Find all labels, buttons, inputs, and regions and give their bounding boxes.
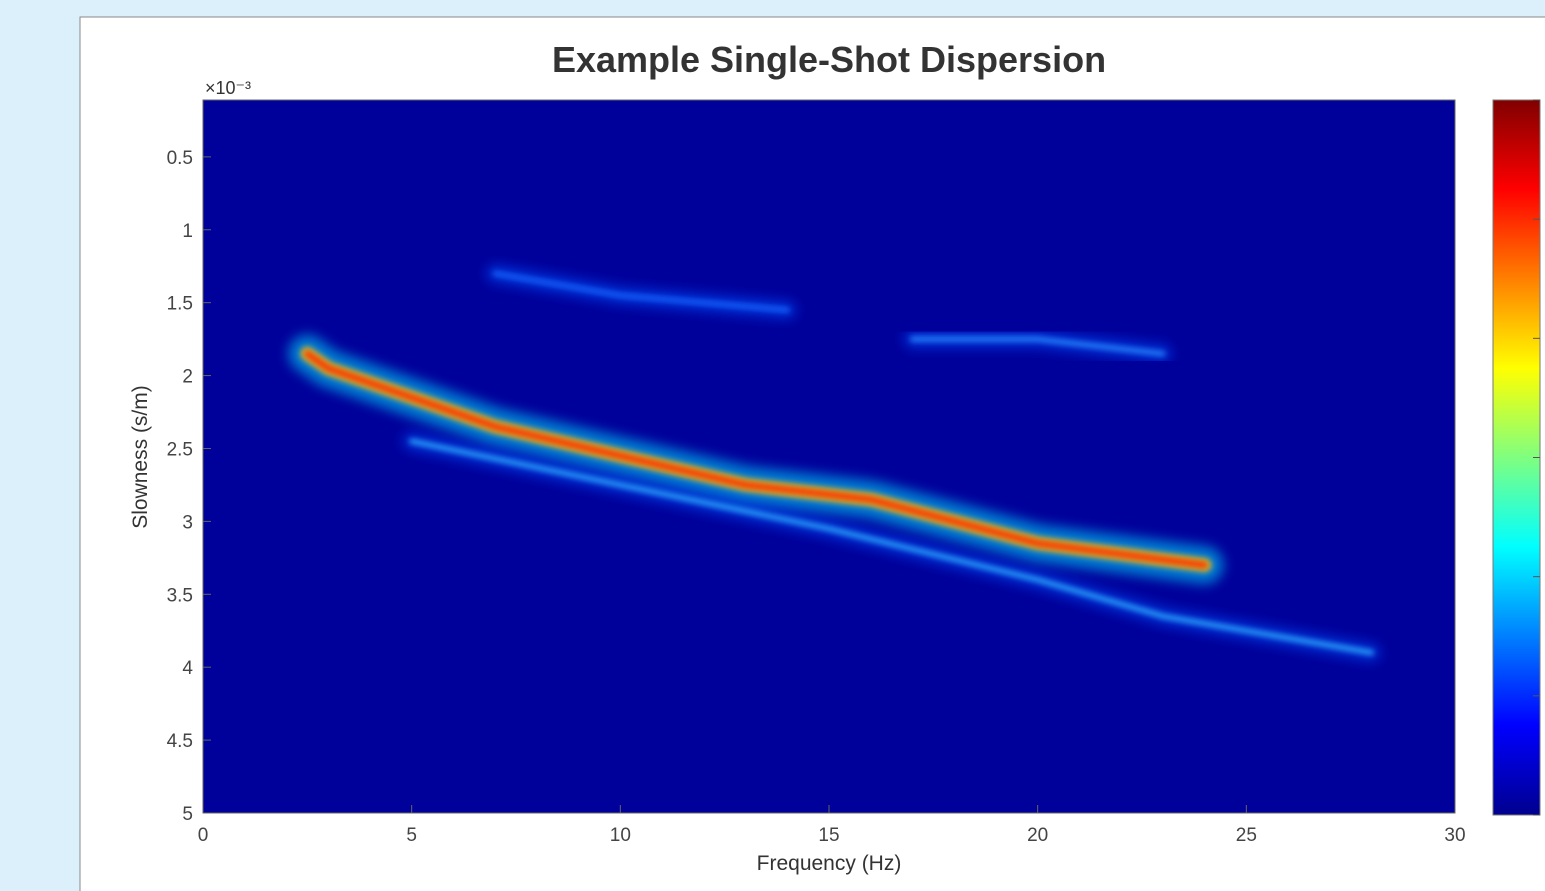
y-axis-label: Slowness (s/m) bbox=[129, 385, 152, 529]
x-axis-label: Frequency (Hz) bbox=[757, 852, 902, 875]
x-tick-label: 25 bbox=[1236, 825, 1257, 846]
x-tick-label: 10 bbox=[610, 825, 631, 846]
ridge bbox=[910, 336, 1166, 357]
y-tick-label: 1.5 bbox=[167, 294, 193, 315]
plot-frame bbox=[202, 99, 1456, 814]
x-tick-label: 0 bbox=[198, 825, 209, 846]
y-tick-label: 2 bbox=[182, 367, 193, 388]
chart-title: Example Single-Shot Dispersion bbox=[552, 39, 1106, 80]
plot-area bbox=[203, 100, 1455, 813]
y-exponent: ×10⁻³ bbox=[205, 78, 251, 98]
y-tick-label: 4.5 bbox=[167, 731, 193, 752]
y-tick-label: 1 bbox=[182, 221, 193, 242]
x-tick-label: 20 bbox=[1027, 825, 1048, 846]
y-tick-label: 3 bbox=[182, 512, 193, 533]
y-tick-label: 5 bbox=[182, 804, 193, 825]
x-tick-label: 5 bbox=[406, 825, 417, 846]
x-tick-label: 30 bbox=[1444, 825, 1465, 846]
ridge bbox=[303, 350, 1209, 569]
y-tick-label: 0.5 bbox=[167, 148, 193, 169]
ridge bbox=[409, 438, 1374, 656]
ridge bbox=[492, 271, 790, 313]
y-tick-label: 3.5 bbox=[167, 585, 193, 606]
x-tick-label: 15 bbox=[818, 825, 839, 846]
y-tick-label: 2.5 bbox=[167, 439, 193, 460]
heatmap bbox=[288, 264, 1381, 662]
colorbar bbox=[1492, 99, 1541, 816]
y-tick-label: 4 bbox=[182, 658, 193, 679]
